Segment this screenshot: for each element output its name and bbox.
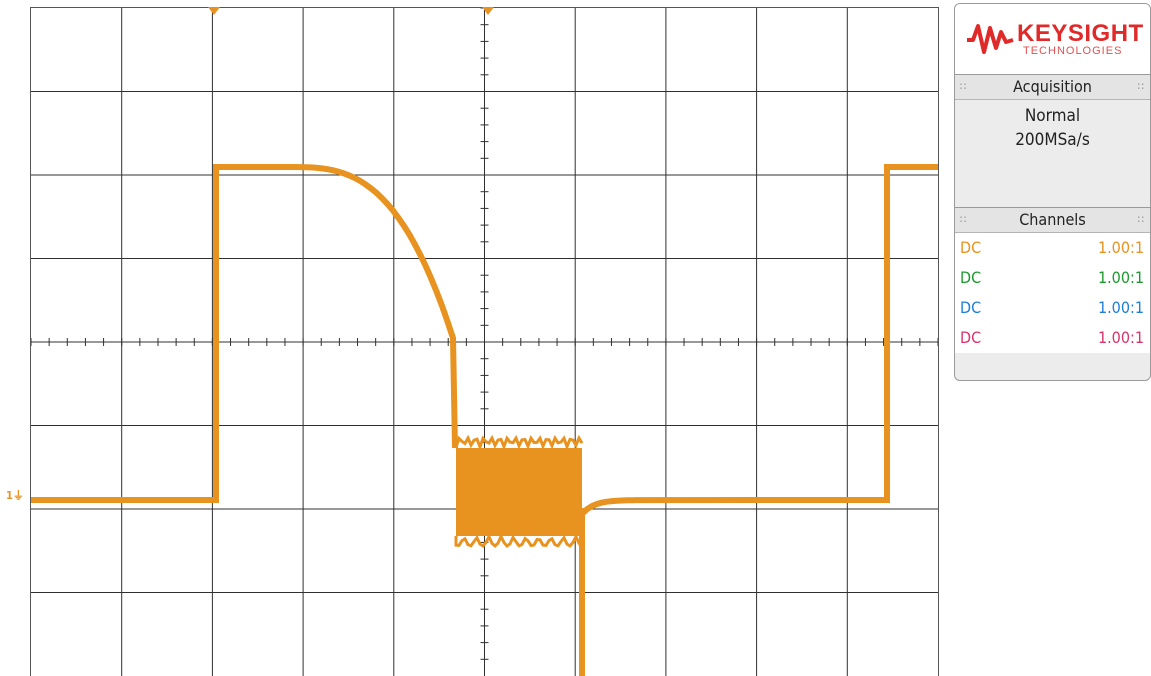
channel-coupling: DC	[960, 268, 982, 287]
noise-edge	[454, 532, 583, 549]
probe-ratio: 1.00:1	[1097, 238, 1144, 257]
acquisition-title: Acquisition	[1013, 77, 1092, 96]
info-panel: KEYSIGHT TECHNOLOGIES ∷ Acquisition ∷ No…	[954, 3, 1151, 381]
channel-row-1[interactable]: DC 1.00:1	[955, 233, 1150, 263]
time-reference-icon[interactable]	[482, 7, 494, 15]
channel-1-trace	[579, 164, 938, 676]
drag-grip-icon: ∷	[1137, 213, 1144, 226]
channel-row-3[interactable]: DC 1.00:1	[955, 293, 1150, 323]
channels-header[interactable]: ∷ Channels ∷	[955, 207, 1150, 233]
keysight-wave-icon	[967, 24, 1014, 54]
channel-1-trace	[31, 164, 458, 503]
noise-edge	[454, 434, 584, 452]
acquisition-mode: Normal	[1024, 106, 1081, 126]
logo-subtext: TECHNOLOGIES	[1023, 45, 1123, 57]
noise-burst	[456, 448, 582, 536]
drag-grip-icon: ∷	[960, 80, 967, 93]
acquisition-header[interactable]: ∷ Acquisition ∷	[955, 74, 1150, 100]
logo-wordmark: KEYSIGHT	[1017, 20, 1144, 47]
probe-ratio: 1.00:1	[1097, 328, 1144, 347]
drag-grip-icon: ∷	[960, 213, 967, 226]
sample-rate: 200MSa/s	[1015, 130, 1090, 150]
channel-coupling: DC	[960, 298, 982, 317]
channel-row-2[interactable]: DC 1.00:1	[955, 263, 1150, 293]
probe-ratio: 1.00:1	[1097, 268, 1144, 287]
acquisition-body: Normal 200MSa/s	[955, 100, 1150, 207]
channels-list: DC 1.00:1 DC 1.00:1 DC 1.00:1 DC 1.00:1	[955, 233, 1150, 353]
brand-logo: KEYSIGHT TECHNOLOGIES	[955, 4, 1150, 74]
ground-icon: ⏚	[12, 489, 24, 502]
channel-1-ground-marker[interactable]: 1⏚	[6, 490, 24, 501]
waveform-graticule	[31, 8, 938, 676]
channel-coupling: DC	[960, 238, 982, 257]
channel-number: 1	[6, 489, 13, 502]
channel-row-4[interactable]: DC 1.00:1	[955, 323, 1150, 353]
channels-title: Channels	[1019, 210, 1086, 229]
drag-grip-icon: ∷	[1137, 80, 1144, 93]
channel-coupling: DC	[960, 328, 982, 347]
probe-ratio: 1.00:1	[1097, 298, 1144, 317]
waveform-display[interactable]	[30, 7, 939, 676]
trigger-position-icon[interactable]	[208, 7, 220, 15]
